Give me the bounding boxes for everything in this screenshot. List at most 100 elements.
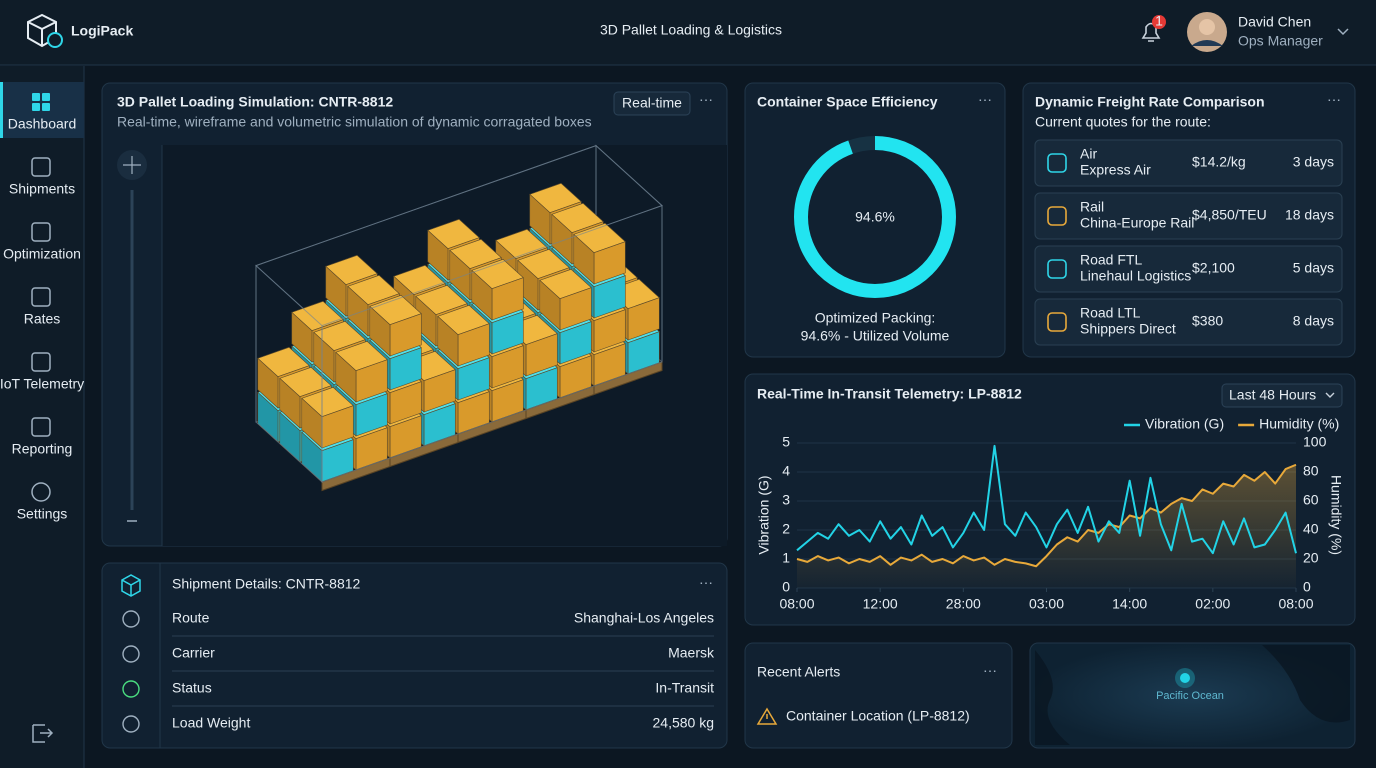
freight-title: Dynamic Freight Rate Comparison [1035,94,1265,110]
nav-label: Optimization [3,246,81,262]
more-menu[interactable]: ⋯ [978,92,992,108]
nav-item[interactable]: Dashboard [8,93,77,132]
series-area [797,464,1296,588]
nav-item[interactable]: Shipments [9,157,75,197]
rate-transit: 5 days [1293,260,1334,276]
gauge-value: 94.6% [855,209,895,225]
y-tick-label: 4 [782,463,790,479]
gauge-arc [794,136,956,298]
shipment-title: Shipment Details: CNTR-8812 [172,576,361,592]
rate-price: $380 [1192,313,1223,329]
nav-icon [42,93,50,101]
x-tick-label: 14:00 [1112,596,1147,612]
nav-item[interactable]: Rates [24,287,61,327]
row-icon [122,715,140,733]
rate-price: $2,100 [1192,260,1235,276]
cargo-3d [255,144,663,492]
row-value: Shanghai-Los Angeles [574,610,714,626]
location-dot [1180,673,1190,683]
simulation-title: 3D Pallet Loading Simulation: CNTR-8812 [117,94,393,110]
map-land [1035,645,1350,745]
rate-icon [1047,206,1067,226]
shipment-panel [101,562,728,749]
rate-row[interactable] [1034,192,1343,240]
rate-service: Shippers Direct [1080,321,1176,337]
box-side [529,193,551,245]
box-side [325,265,347,317]
alerts-panel [744,642,1013,749]
rate-row[interactable] [1034,139,1343,187]
rate-price: $4,850/TEU [1192,207,1267,223]
y2-tick-label: 100 [1303,434,1327,450]
box-side [257,357,279,409]
alert-text[interactable]: Container Location (LP-8812) [786,708,970,724]
nav-icon [31,287,51,307]
user-role: Ops Manager [1238,33,1323,49]
y-axis-label: Vibration (G) [756,475,772,554]
nav-icon [31,482,51,502]
nav-indicator [0,82,3,138]
more-menu[interactable]: ⋯ [699,92,713,108]
row-label: Carrier [172,645,215,661]
x-tick-label: 03:00 [1029,596,1064,612]
y-tick-label: 5 [782,434,790,450]
range-dropdown-text: Last 48 Hours [1229,387,1316,403]
range-dropdown[interactable] [1221,383,1343,408]
x-tick-label: 28:00 [946,596,981,612]
nav-item[interactable]: Optimization [3,222,81,262]
rate-service: Linehaul Logistics [1080,268,1191,284]
legend-label: Vibration (G) [1145,416,1224,432]
box-side [437,315,459,367]
box-side [291,311,313,363]
rate-mode: Road LTL [1080,305,1141,321]
nav-label: Dashboard [8,116,77,132]
efficiency-panel [744,82,1006,358]
more-menu[interactable]: ⋯ [699,575,713,591]
row-label: Load Weight [172,715,250,731]
realtime-badge[interactable] [613,91,691,116]
nav-icon [31,352,51,372]
nav-item[interactable]: Settings [17,482,68,522]
row-label: Route [172,610,210,626]
nav-icon [42,103,50,111]
user-menu[interactable]: David Chen Ops Manager [1187,12,1349,52]
more-menu[interactable]: ⋯ [983,663,997,679]
row-icon [122,610,140,628]
rate-row[interactable] [1034,298,1343,346]
rate-service: Express Air [1080,162,1151,178]
box-side [347,285,369,337]
row-value: Maersk [668,645,715,661]
nav-label: Settings [17,506,68,522]
shipment-icon [121,574,141,597]
nav-icon [31,222,51,242]
x-tick-label: 08:00 [779,596,814,612]
efficiency-caption-2: 94.6% - Utilized Volume [801,328,950,344]
nav-icon [32,103,40,111]
nav-label: Reporting [12,441,73,457]
more-menu[interactable]: ⋯ [1327,92,1341,108]
box-side [449,249,471,301]
user-name: David Chen [1238,14,1311,30]
y-tick-label: 3 [782,492,790,508]
alert-icon [756,707,778,725]
y2-axis-label: Humidity (%) [1328,475,1344,555]
rate-transit: 18 days [1285,207,1334,223]
nav-item[interactable]: Reporting [12,417,73,457]
nav-item[interactable]: IoT Telemetry [0,352,84,392]
legend-label: Humidity (%) [1259,416,1339,432]
row-value: 24,580 kg [653,715,715,731]
row-icon [122,645,140,663]
box-side [427,229,449,281]
efficiency-caption: Optimized Packing: [815,310,936,326]
box-side [471,269,493,321]
rate-row[interactable] [1034,245,1343,293]
logout-icon[interactable] [32,724,54,743]
map-panel[interactable] [1029,642,1356,749]
box-side [313,331,335,383]
box-side [369,305,391,357]
box-side [539,279,561,331]
rate-icon [1047,153,1067,173]
row-value: In-Transit [655,680,714,696]
page-title: 3D Pallet Loading & Logistics [600,22,782,38]
notifications[interactable]: 1 [1141,13,1166,42]
